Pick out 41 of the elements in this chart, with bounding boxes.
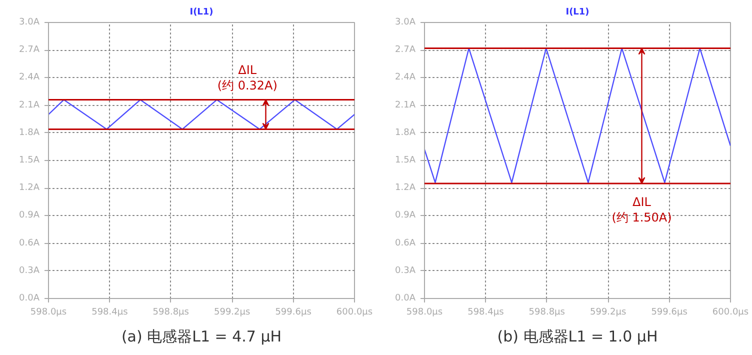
y-tick-label: 2.7A [395,45,416,56]
x-tick-label: 599.2µs [214,308,250,318]
x-tick-label: 599.6µs [651,308,688,318]
y-tick-label: 0.0A [395,294,416,304]
y-tick-label: 1.8A [395,128,416,138]
y-tick-label: 0.6A [395,238,416,248]
y-tick-label: 0.6A [19,238,40,248]
y-tick-label: 3.0A [19,18,40,28]
y-tick-label: 0.9A [19,210,40,221]
x-tick-label: 598.8µs [152,308,190,318]
chart-title: I(L1) [190,8,214,18]
chart-title: I(L1) [566,8,590,18]
x-tick-label: 598.0µs [406,308,443,318]
x-tick-label: 600.0µs [336,308,373,318]
y-tick-label: 0.3A [395,266,416,276]
x-tick-label: 598.4µs [92,308,128,318]
text: (a) 电感器L1 = 4.7 μH [121,328,282,346]
x-tick-label: 599.2µs [590,308,626,318]
y-tick-label: 1.8A [19,128,40,138]
x-tick-label: 599.6µs [275,308,312,318]
annotation: ΔIL (约 0.32A) [217,62,278,92]
y-tick-label: 2.4A [19,72,40,83]
x-tick-label: 598.4µs [468,308,504,318]
y-tick-label: 1.5A [395,156,416,166]
y-tick-label: 1.2A [19,183,40,194]
y-tick-label: 0.3A [19,266,40,276]
y-tick-label: 2.1A [19,100,40,110]
y-tick-label: 1.2A [395,183,416,194]
y-tick-label: 0.0A [19,294,40,304]
annotation: ΔIL (约 1.50A) [612,194,672,225]
x-tick-label: 598.0µs [30,308,67,318]
x-tick-label: 598.8µs [528,308,566,318]
y-tick-label: 1.5A [19,156,40,166]
y-tick-label: 3.0A [395,18,416,28]
y-tick-label: 2.4A [395,72,416,83]
x-tick-label: 600.0µs [712,308,749,318]
y-tick-label: 2.1A [395,100,416,110]
line-series [424,48,730,184]
y-tick-label: 0.9A [395,210,416,221]
text: (b) 电感器L1 = 1.0 μH [497,328,658,346]
y-tick-label: 2.7A [19,45,40,56]
